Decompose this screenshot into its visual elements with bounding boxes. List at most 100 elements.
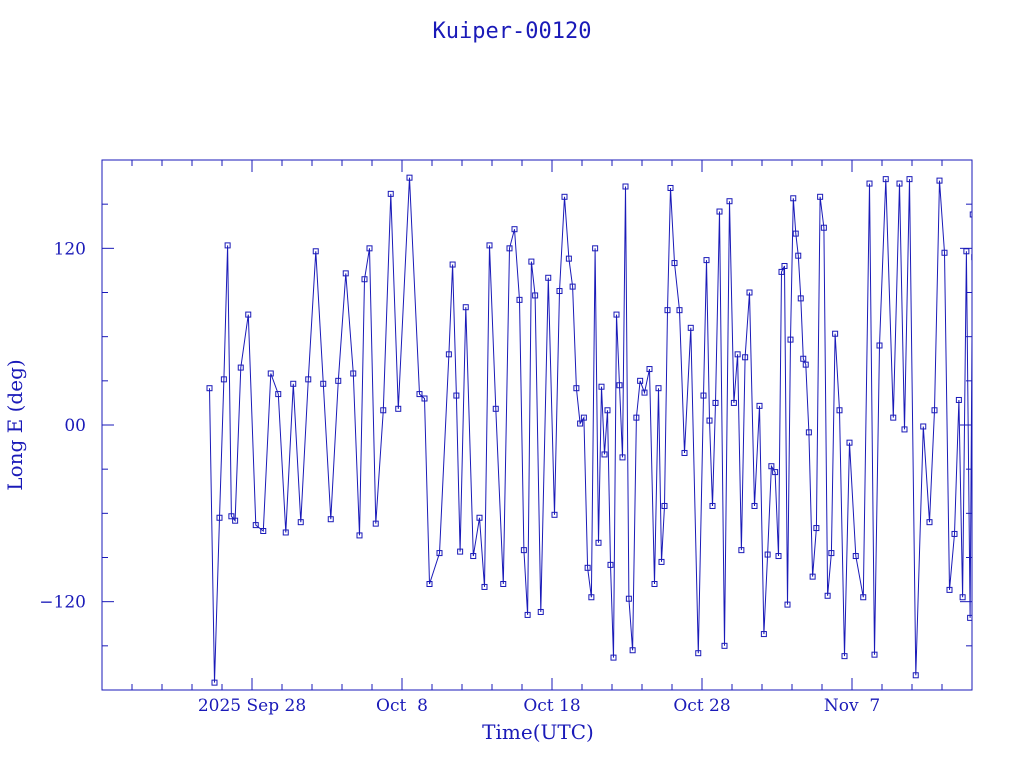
data-point bbox=[290, 380, 297, 387]
data-point bbox=[820, 224, 827, 231]
data-point bbox=[342, 270, 349, 277]
data-point bbox=[973, 327, 978, 332]
data-point bbox=[282, 529, 289, 536]
x-tick-label: Oct 8 bbox=[376, 696, 428, 716]
data-point bbox=[982, 250, 987, 255]
data-point bbox=[772, 469, 779, 476]
data-point bbox=[366, 245, 373, 252]
data-point bbox=[453, 392, 460, 399]
data-point bbox=[978, 405, 983, 410]
data-point bbox=[912, 672, 919, 679]
data-point bbox=[975, 452, 980, 457]
data-point bbox=[220, 376, 227, 383]
data-point bbox=[800, 355, 807, 362]
data-point bbox=[661, 502, 668, 509]
data-point bbox=[832, 330, 839, 337]
data-point bbox=[613, 311, 620, 318]
data-point bbox=[726, 198, 733, 205]
series-line bbox=[209, 177, 972, 683]
data-point bbox=[561, 193, 568, 200]
data-point bbox=[421, 395, 428, 402]
data-point bbox=[896, 180, 903, 187]
data-point bbox=[565, 255, 572, 262]
data-point bbox=[981, 371, 986, 376]
data-point bbox=[445, 351, 452, 358]
data-point bbox=[751, 502, 758, 509]
data-point bbox=[721, 642, 728, 649]
data-point bbox=[951, 530, 958, 537]
data-point bbox=[426, 581, 433, 587]
data-point bbox=[852, 553, 859, 560]
data-point bbox=[625, 595, 632, 602]
data-point bbox=[760, 631, 767, 638]
data-point bbox=[633, 414, 640, 421]
data-point bbox=[641, 389, 648, 396]
data-point bbox=[876, 342, 883, 349]
data-point bbox=[813, 525, 820, 532]
data-point bbox=[601, 451, 608, 458]
data-point bbox=[588, 594, 595, 601]
data-point bbox=[604, 407, 611, 414]
data-point bbox=[622, 183, 629, 190]
data-point bbox=[901, 426, 908, 433]
data-point bbox=[984, 384, 989, 389]
data-point bbox=[476, 514, 483, 521]
data-point bbox=[556, 288, 563, 295]
data-point bbox=[746, 289, 753, 296]
data-point bbox=[959, 594, 966, 601]
data-point bbox=[946, 586, 953, 593]
y-tick-label: −120 bbox=[39, 593, 86, 613]
data-point bbox=[955, 396, 962, 403]
data-point bbox=[457, 548, 464, 555]
data-point bbox=[846, 439, 853, 446]
x-tick-label: Oct 18 bbox=[523, 696, 580, 716]
data-point bbox=[516, 296, 523, 303]
data-point bbox=[667, 184, 674, 191]
data-point bbox=[781, 263, 788, 269]
data-point bbox=[866, 180, 873, 187]
data-point bbox=[486, 242, 493, 249]
data-point bbox=[756, 402, 763, 409]
data-point bbox=[406, 174, 413, 181]
data-point bbox=[470, 553, 477, 560]
data-point bbox=[687, 324, 694, 331]
data-point bbox=[841, 653, 848, 660]
data-point bbox=[532, 292, 539, 299]
data-point bbox=[395, 405, 402, 412]
y-tick-label: 120 bbox=[54, 239, 86, 259]
data-point bbox=[658, 558, 665, 565]
data-point bbox=[768, 463, 775, 470]
data-point bbox=[941, 249, 948, 256]
data-point bbox=[577, 420, 584, 427]
data-point bbox=[305, 376, 312, 383]
data-point bbox=[598, 383, 605, 390]
data-point bbox=[237, 364, 244, 371]
data-point bbox=[778, 268, 785, 275]
data-point bbox=[906, 176, 913, 183]
data-point bbox=[797, 295, 804, 302]
data-point bbox=[506, 245, 513, 252]
data-point bbox=[651, 581, 658, 587]
data-point bbox=[809, 573, 816, 580]
data-point bbox=[361, 276, 368, 283]
data-point bbox=[784, 601, 791, 608]
data-point bbox=[828, 550, 835, 557]
data-point bbox=[920, 423, 927, 430]
data-point bbox=[224, 242, 231, 249]
chart-title: Kuiper-00120 bbox=[433, 19, 592, 44]
data-point bbox=[350, 370, 357, 377]
data-point bbox=[637, 377, 644, 384]
data-point bbox=[372, 520, 379, 527]
y-tick-label: 00 bbox=[64, 416, 86, 436]
data-point bbox=[790, 195, 797, 202]
data-point bbox=[700, 392, 707, 399]
data-point bbox=[703, 257, 710, 264]
data-point bbox=[537, 608, 544, 615]
data-point bbox=[712, 399, 719, 406]
data-point bbox=[335, 377, 342, 384]
data-point bbox=[595, 539, 602, 546]
data-point bbox=[260, 528, 267, 534]
data-point bbox=[380, 407, 387, 414]
data-point bbox=[232, 517, 239, 524]
data-point bbox=[742, 354, 749, 361]
